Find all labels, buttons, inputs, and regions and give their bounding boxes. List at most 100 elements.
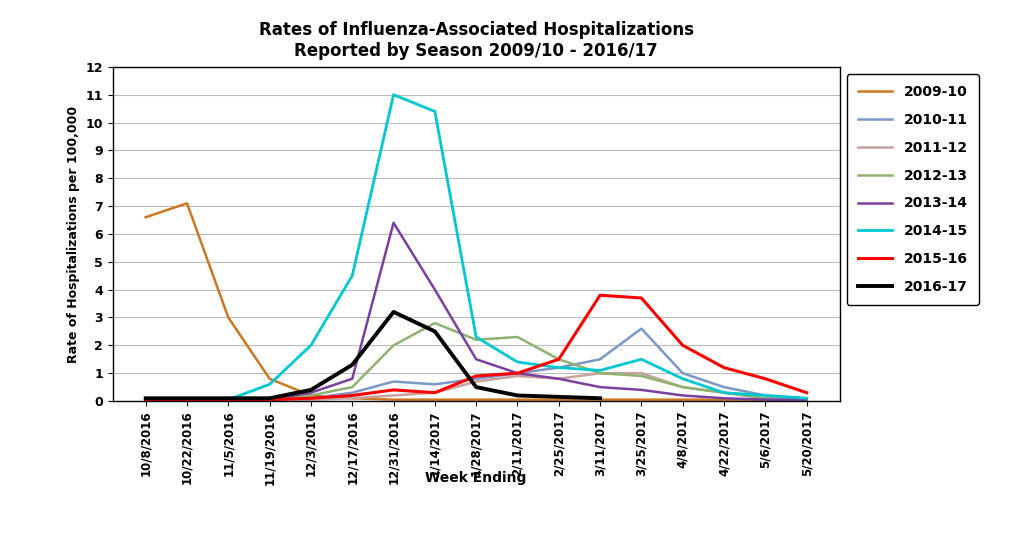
2016-17 [387,309,399,315]
2015-16 [553,356,565,363]
2009-10 [263,375,275,382]
Line: 2015-16: 2015-16 [145,295,807,400]
2013-14 [553,375,565,382]
2010-11 [429,381,441,388]
2015-16 [305,395,317,402]
2012-13 [222,397,234,403]
2013-14 [139,397,152,403]
2014-15 [635,356,647,363]
2015-16 [635,295,647,301]
2012-13 [594,370,606,377]
2011-12 [511,373,523,379]
2012-13 [553,356,565,363]
Line: 2011-12: 2011-12 [145,373,807,400]
2014-15 [305,342,317,349]
2013-14 [470,356,482,363]
2009-10 [511,397,523,403]
2014-15 [139,397,152,403]
2013-14 [387,219,399,226]
2013-14 [718,395,730,402]
2014-15 [718,389,730,396]
2016-17 [305,387,317,393]
2015-16 [511,370,523,377]
2009-10 [181,200,194,207]
Line: 2009-10: 2009-10 [145,203,807,400]
2010-11 [677,370,689,377]
2015-16 [222,397,234,403]
2011-12 [759,395,771,402]
2011-12 [181,397,194,403]
2016-17 [470,384,482,390]
2014-15 [677,375,689,382]
2011-12 [222,397,234,403]
2012-13 [305,392,317,399]
2014-15 [222,397,234,403]
2012-13 [511,334,523,340]
2014-15 [470,334,482,340]
2010-11 [139,395,152,402]
2014-15 [801,395,813,402]
2011-12 [387,392,399,399]
2009-10 [429,397,441,403]
Title: Rates of Influenza-Associated Hospitalizations
Reported by Season 2009/10 - 2016: Rates of Influenza-Associated Hospitaliz… [259,21,693,60]
2012-13 [718,389,730,396]
2013-14 [677,392,689,399]
2013-14 [181,397,194,403]
2009-10 [470,397,482,403]
2015-16 [718,364,730,371]
Line: 2010-11: 2010-11 [145,329,807,398]
2014-15 [429,108,441,115]
2011-12 [346,395,358,402]
2012-13 [470,336,482,343]
Y-axis label: Rate of Hospitalizations per 100,000: Rate of Hospitalizations per 100,000 [67,105,80,363]
2009-10 [594,397,606,403]
2012-13 [677,384,689,390]
2010-11 [181,395,194,402]
2013-14 [801,397,813,403]
2009-10 [677,397,689,403]
2011-12 [635,370,647,377]
2013-14 [635,387,647,393]
2009-10 [387,397,399,403]
2014-15 [387,91,399,98]
2011-12 [594,370,606,377]
2015-16 [470,373,482,379]
2016-17 [511,392,523,399]
2009-10 [759,397,771,403]
2014-15 [263,381,275,388]
2011-12 [553,375,565,382]
2015-16 [594,292,606,299]
2013-14 [263,397,275,403]
2009-10 [346,395,358,402]
Line: 2016-17: 2016-17 [145,312,600,398]
2014-15 [181,397,194,403]
2010-11 [263,395,275,402]
2016-17 [594,395,606,402]
2011-12 [429,389,441,396]
2012-13 [759,395,771,402]
2009-10 [553,397,565,403]
2014-15 [759,392,771,399]
2014-15 [553,364,565,371]
2016-17 [181,395,194,402]
2010-11 [801,395,813,402]
2015-16 [387,387,399,393]
2012-13 [139,397,152,403]
2013-14 [429,286,441,293]
2015-16 [801,389,813,396]
2011-12 [718,389,730,396]
2012-13 [387,342,399,349]
2010-11 [553,364,565,371]
2012-13 [801,397,813,403]
2010-11 [387,378,399,385]
2015-16 [181,397,194,403]
2013-14 [305,389,317,396]
2015-16 [759,375,771,382]
2009-10 [222,314,234,321]
2010-11 [635,325,647,332]
2011-12 [263,397,275,403]
2015-16 [263,397,275,403]
2014-15 [511,359,523,365]
2016-17 [553,393,565,400]
Line: 2013-14: 2013-14 [145,223,807,400]
